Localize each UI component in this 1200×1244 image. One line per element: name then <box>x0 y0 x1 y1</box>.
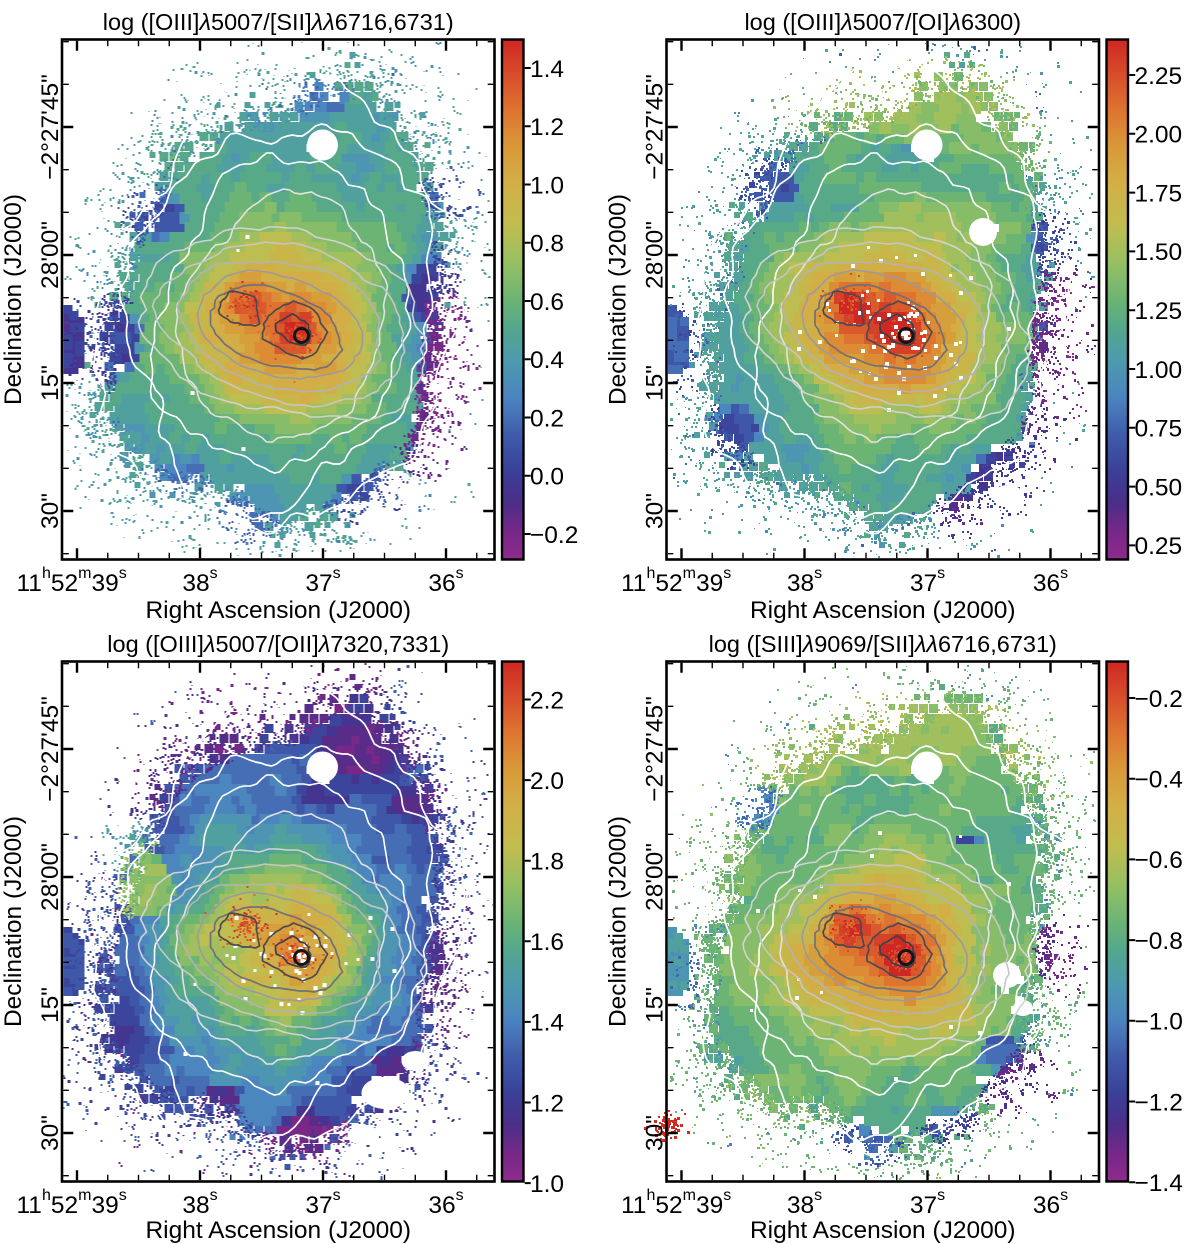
svg-text:log ([OIII]λ5007/[SII]λλ6716,6: log ([OIII]λ5007/[SII]λλ6716,6731) <box>103 9 454 35</box>
svg-text:−1.2: −1.2 <box>1135 1089 1183 1116</box>
svg-text:log ([SIII]λ9069/[SII]λλ6716,6: log ([SIII]λ9069/[SII]λλ6716,6731) <box>709 631 1057 657</box>
svg-text:−0.6: −0.6 <box>1135 847 1183 874</box>
svg-text:15": 15" <box>642 987 669 1023</box>
svg-text:15": 15" <box>642 365 669 401</box>
svg-text:−0.2: −0.2 <box>530 522 578 549</box>
svg-text:1.8: 1.8 <box>530 849 564 876</box>
svg-text:−1.4: −1.4 <box>1135 1170 1183 1197</box>
svg-text:1.0: 1.0 <box>530 172 564 199</box>
svg-text:1.25: 1.25 <box>1135 298 1183 325</box>
svg-text:1.00: 1.00 <box>1135 357 1183 384</box>
svg-text:1.75: 1.75 <box>1135 180 1183 207</box>
svg-text:Right Ascension (J2000): Right Ascension (J2000) <box>145 597 411 624</box>
svg-text:30": 30" <box>642 1115 669 1151</box>
svg-text:1.6: 1.6 <box>530 929 564 956</box>
svg-text:Declination (J2000): Declination (J2000) <box>0 194 27 405</box>
svg-text:15": 15" <box>37 365 64 401</box>
svg-text:−0.2: −0.2 <box>1135 686 1183 713</box>
svg-text:−2°27'45": −2°27'45" <box>37 696 64 802</box>
svg-text:0.8: 0.8 <box>530 231 564 258</box>
svg-text:11h52m39s: 11h52m39s <box>17 1187 127 1219</box>
svg-text:1.0: 1.0 <box>530 1171 564 1198</box>
svg-text:11h52m39s: 11h52m39s <box>621 1187 731 1219</box>
svg-text:28'00": 28'00" <box>37 843 64 911</box>
svg-text:1.2: 1.2 <box>530 1090 564 1117</box>
svg-text:0.2: 0.2 <box>530 405 564 432</box>
svg-text:30": 30" <box>37 1115 64 1151</box>
svg-text:0.6: 0.6 <box>530 289 564 316</box>
svg-text:log ([OIII]λ5007/[OI]λ6300): log ([OIII]λ5007/[OI]λ6300) <box>744 9 1021 35</box>
svg-text:−0.4: −0.4 <box>1135 767 1183 794</box>
svg-text:11h52m39s: 11h52m39s <box>17 565 127 597</box>
svg-text:Declination (J2000): Declination (J2000) <box>605 194 632 405</box>
svg-text:Declination (J2000): Declination (J2000) <box>0 816 27 1027</box>
svg-text:30": 30" <box>37 493 64 529</box>
svg-text:−0.8: −0.8 <box>1135 928 1183 955</box>
svg-text:0.0: 0.0 <box>530 464 564 491</box>
svg-text:28'00": 28'00" <box>642 221 669 289</box>
svg-text:15": 15" <box>37 987 64 1023</box>
svg-text:Right Ascension (J2000): Right Ascension (J2000) <box>750 597 1016 624</box>
svg-text:11h52m39s: 11h52m39s <box>621 565 731 597</box>
svg-text:1.50: 1.50 <box>1135 239 1183 266</box>
svg-text:log ([OIII]λ5007/[OII]λ7320,73: log ([OIII]λ5007/[OII]λ7320,7331) <box>107 631 449 657</box>
svg-text:−2°27'45": −2°27'45" <box>37 74 64 180</box>
svg-text:28'00": 28'00" <box>642 843 669 911</box>
svg-text:2.00: 2.00 <box>1135 122 1183 149</box>
svg-text:0.25: 0.25 <box>1135 533 1183 560</box>
svg-text:1.4: 1.4 <box>530 56 564 83</box>
svg-text:30": 30" <box>642 493 669 529</box>
svg-text:28'00": 28'00" <box>37 221 64 289</box>
svg-text:2.2: 2.2 <box>530 687 564 714</box>
svg-text:0.75: 0.75 <box>1135 416 1183 443</box>
svg-text:−2°27'45": −2°27'45" <box>642 74 669 180</box>
svg-text:−2°27'45": −2°27'45" <box>642 696 669 802</box>
svg-text:0.50: 0.50 <box>1135 474 1183 501</box>
svg-text:2.25: 2.25 <box>1135 63 1183 90</box>
svg-text:0.4: 0.4 <box>530 347 564 374</box>
svg-text:1.4: 1.4 <box>530 1010 564 1037</box>
svg-text:Declination (J2000): Declination (J2000) <box>605 816 632 1027</box>
svg-text:Right Ascension (J2000): Right Ascension (J2000) <box>145 1217 411 1244</box>
svg-text:2.0: 2.0 <box>530 768 564 795</box>
svg-text:Right Ascension (J2000): Right Ascension (J2000) <box>750 1217 1016 1244</box>
svg-text:−1.0: −1.0 <box>1135 1009 1183 1036</box>
svg-text:1.2: 1.2 <box>530 114 564 141</box>
